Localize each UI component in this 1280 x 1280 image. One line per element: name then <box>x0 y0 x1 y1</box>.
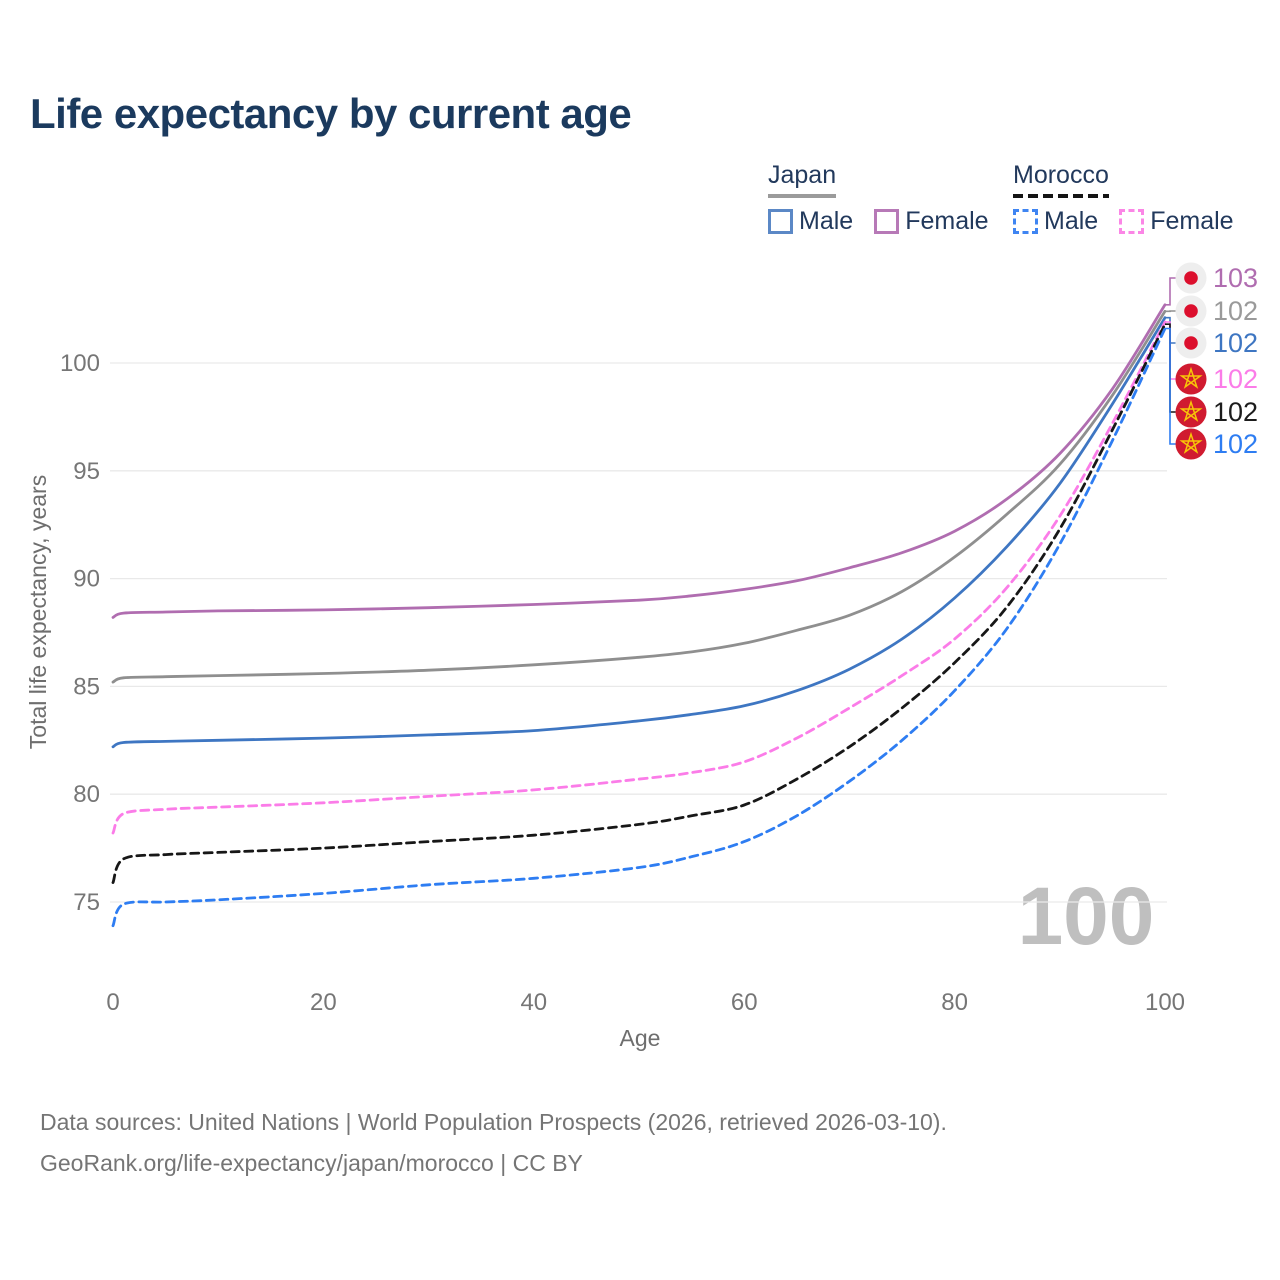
y-tick-label-85: 85 <box>73 673 100 700</box>
legend-label-morocco-female: Female <box>1150 207 1234 235</box>
legend-country-morocco-wrap: Morocco <box>1013 161 1109 198</box>
series-line-morocco-female <box>111 320 1167 835</box>
page-title: Life expectancy by current age <box>30 90 632 137</box>
legend: Japan Male Female Morocco Male Female <box>0 0 1280 250</box>
checkbox-japan-female[interactable] <box>874 209 900 234</box>
footer-data-sources: Data sources: United Nations | World Pop… <box>40 1109 947 1135</box>
legend-group-japan: Japan Male Female <box>768 161 1010 236</box>
legend-label-japan-male: Male <box>799 207 854 235</box>
japan-solid-line-swatch <box>768 194 837 198</box>
japan-flag-icon <box>1175 295 1207 327</box>
legend-country-japan: Japan <box>768 161 837 189</box>
footer-attribution: GeoRank.org/life-expectancy/japan/morocc… <box>40 1150 583 1176</box>
series-line-japan-male <box>111 316 1167 749</box>
morocco-flag-icon <box>1175 396 1207 428</box>
y-tick-label-75: 75 <box>73 889 100 916</box>
y-tick-label-95: 95 <box>73 458 100 485</box>
x-tick-label-40: 40 <box>520 989 547 1016</box>
y-tick-label-90: 90 <box>73 566 100 593</box>
series-line-morocco-both-sexes <box>111 322 1167 884</box>
end-value-label-morocco-male: 102 <box>1213 429 1258 459</box>
morocco-flag-icon <box>1175 428 1207 460</box>
series-line-japan-female <box>111 303 1167 619</box>
morocco-dashed-line-swatch <box>1013 194 1109 198</box>
morocco-flag-icon <box>1175 363 1207 395</box>
age-watermark: 100 <box>1018 871 1155 962</box>
footer: Data sources: United Nations | World Pop… <box>40 1102 947 1184</box>
x-axis-title: Age <box>620 1025 661 1051</box>
x-tick-label-80: 80 <box>941 989 968 1016</box>
end-connector-japan-female <box>1165 277 1176 306</box>
japan-flag-icon <box>1175 327 1207 359</box>
end-value-label-japan-female: 103 <box>1213 263 1258 293</box>
x-tick-label-20: 20 <box>310 989 337 1016</box>
legend-label-morocco-male: Male <box>1044 207 1099 235</box>
japan-flag-icon <box>1175 262 1207 294</box>
legend-country-morocco: Morocco <box>1013 161 1109 189</box>
series-line-japan-both-sexes <box>111 309 1167 684</box>
checkbox-morocco-male[interactable] <box>1013 209 1038 234</box>
series-line-morocco-male <box>111 327 1167 928</box>
checkbox-japan-male[interactable] <box>768 209 793 234</box>
x-tick-label-100: 100 <box>1145 989 1185 1016</box>
end-value-label-japan-male: 102 <box>1213 328 1258 358</box>
legend-country-japan-wrap: Japan <box>768 161 837 198</box>
legend-label-japan-female: Female <box>905 207 989 235</box>
x-tick-label-60: 60 <box>731 989 758 1016</box>
legend-group-morocco: Morocco Male Female <box>1013 161 1255 236</box>
checkbox-morocco-female[interactable] <box>1119 209 1145 234</box>
x-tick-label-0: 0 <box>106 989 119 1016</box>
legend-items-japan: Male Female <box>768 207 1010 236</box>
end-value-label-japan-both-sexes: 102 <box>1213 296 1258 326</box>
end-connector-morocco-male <box>1165 327 1176 445</box>
y-tick-label-80: 80 <box>73 781 100 808</box>
end-value-label-morocco-both-sexes: 102 <box>1213 397 1258 427</box>
y-axis-title: Total life expectancy, years <box>25 475 51 749</box>
y-tick-label-100: 100 <box>60 350 100 377</box>
end-value-label-morocco-female: 102 <box>1213 364 1258 394</box>
legend-items-morocco: Male Female <box>1013 207 1255 236</box>
